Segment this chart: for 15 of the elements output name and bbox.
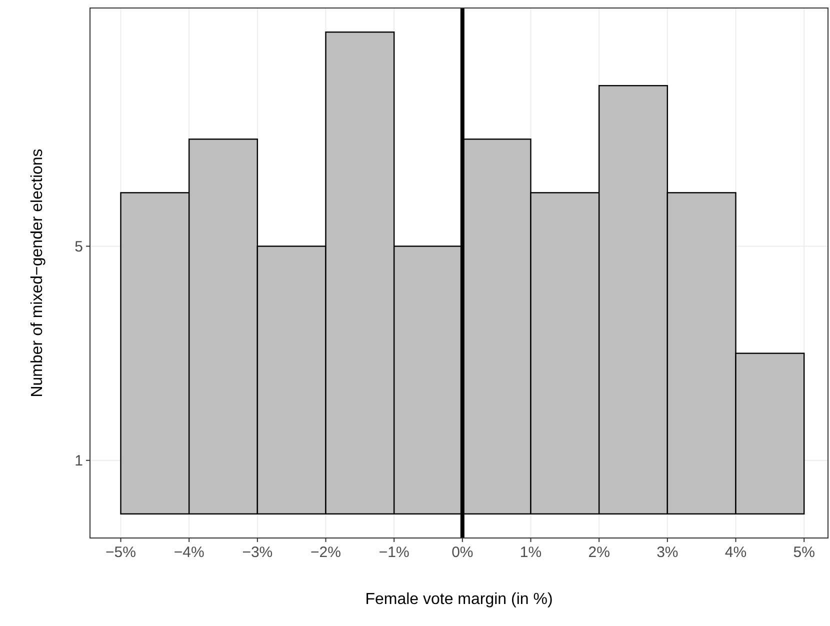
y-axis-title: Number of mixed−gender elections [29,148,46,398]
y-tick-label: 5 [74,238,83,256]
x-tick-label: 2% [588,544,610,561]
x-tick-label: 5% [793,544,815,561]
x-tick-label: 4% [724,544,747,561]
x-axis-title: Female vote margin (in %) [365,591,553,608]
x-tick-label: −5% [106,544,136,561]
x-tick-label: −2% [310,544,341,561]
y-tick-label: 1 [74,452,83,470]
x-tick-label: −4% [174,544,204,561]
x-tick-label: −3% [242,544,273,561]
x-tick-label: 3% [656,544,678,561]
x-tick-label: 1% [520,544,542,561]
x-tick-label: 0% [452,544,474,561]
x-tick-label: −1% [378,544,410,561]
